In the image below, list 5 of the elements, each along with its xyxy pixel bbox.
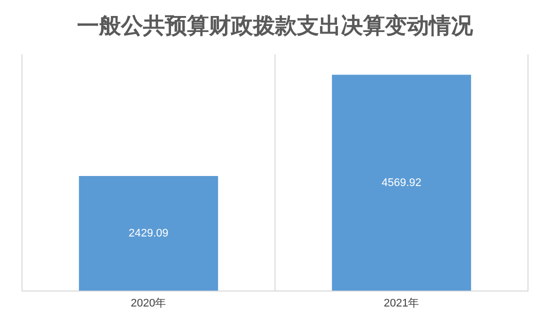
chart-title: 一般公共预算财政拨款支出决算变动情况 <box>77 12 474 39</box>
x-tick-label: 2020年 <box>130 297 166 310</box>
data-label: 4569.92 <box>382 176 422 189</box>
data-label: 2429.09 <box>128 227 168 240</box>
x-tick-label: 2021年 <box>384 297 420 310</box>
